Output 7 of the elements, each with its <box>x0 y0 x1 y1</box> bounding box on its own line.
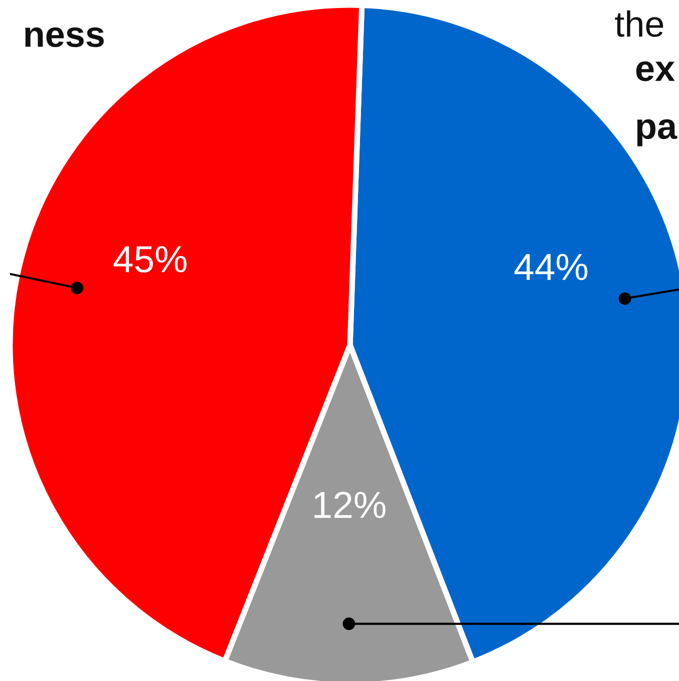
text: pa <box>637 119 678 146</box>
text: the <box>615 10 664 37</box>
text: ness <box>25 27 104 48</box>
data-label: 12% <box>314 492 386 518</box>
data-label: 45% <box>114 246 187 273</box>
text: ex <box>636 61 675 82</box>
data-label: 44% <box>514 254 588 280</box>
